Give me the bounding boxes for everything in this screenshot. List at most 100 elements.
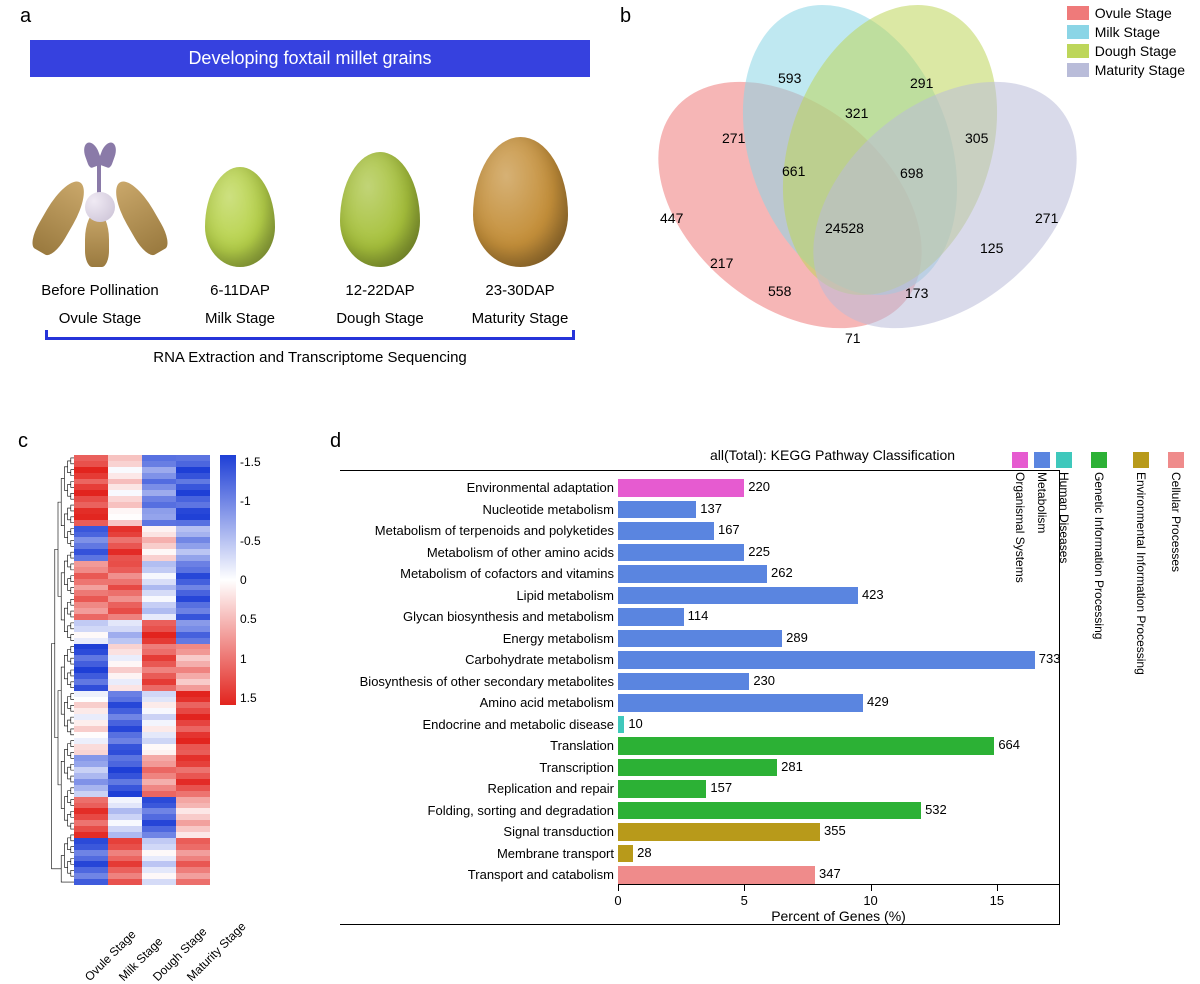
- dap-1: 6-11DAP: [170, 279, 310, 303]
- venn-legend-item: Maturity Stage: [1067, 62, 1185, 78]
- kegg-bar-row: Metabolism of terpenoids and polyketides…: [340, 520, 1059, 542]
- heatmap-xlabels: Ovule StageMilk StageDough StageMaturity…: [68, 946, 204, 960]
- kegg-bar-value: 10: [628, 716, 642, 731]
- venn-value: 173: [905, 285, 928, 301]
- kegg-bar-value: 137: [700, 501, 722, 516]
- kegg-ylabel: Energy metabolism: [340, 631, 618, 646]
- venn-value: 321: [845, 105, 868, 121]
- dap-3: 23-30DAP: [450, 279, 590, 303]
- colorbar-tick: -0.5: [240, 534, 261, 548]
- kegg-bar: [618, 630, 782, 648]
- kegg-bar: [618, 716, 624, 734]
- kegg-bar-value: 423: [862, 587, 884, 602]
- kegg-xtick-label: 10: [863, 893, 877, 908]
- kegg-ylabel: Lipid metabolism: [340, 588, 618, 603]
- panel-d: d all(Total): KEGG Pathway Classificatio…: [330, 430, 1190, 950]
- venn-value: 271: [1035, 210, 1058, 226]
- kegg-ylabel: Membrane transport: [340, 846, 618, 861]
- dough-seed-image: [340, 152, 420, 267]
- kegg-bar-value: 429: [867, 694, 889, 709]
- kegg-legend-item: Organismal Systems: [1006, 452, 1034, 675]
- kegg-legend-item: Genetic Information Processing: [1078, 452, 1120, 675]
- kegg-bar-value: 157: [710, 780, 732, 795]
- kegg-bar-value: 230: [753, 673, 775, 688]
- panel-b: b Ovule StageMilk StageDough StageMaturi…: [620, 5, 1190, 405]
- ovule-flower-image: [45, 137, 155, 267]
- kegg-bar-row: Folding, sorting and degradation532: [340, 800, 1059, 822]
- kegg-xtick: [997, 885, 998, 891]
- heatmap: [74, 455, 210, 885]
- kegg-bar-row: Signal transduction355: [340, 821, 1059, 843]
- maturity-seed-image: [473, 137, 568, 267]
- venn-value: 661: [782, 163, 805, 179]
- stage-images-row: [30, 87, 590, 267]
- kegg-bar: [618, 845, 633, 863]
- kegg-xtick-label: 15: [990, 893, 1004, 908]
- bracket-label: RNA Extraction and Transcriptome Sequenc…: [30, 346, 590, 370]
- kegg-bar-row: Biosynthesis of other secondary metaboli…: [340, 671, 1059, 693]
- kegg-bar-value: 664: [998, 737, 1020, 752]
- kegg-xtick: [871, 885, 872, 891]
- kegg-ylabel: Replication and repair: [340, 781, 618, 796]
- stage-name-0: Ovule Stage: [30, 307, 170, 331]
- kegg-title: all(Total): KEGG Pathway Classification: [710, 447, 955, 463]
- panel-c: c -1.5-1-0.500.511.5 Ovule StageMilk Sta…: [18, 430, 318, 950]
- kegg-bar-value: 114: [688, 608, 709, 623]
- panel-a-label: a: [20, 5, 31, 28]
- heatmap-xlabel: Milk Stage: [116, 950, 150, 984]
- stage-labels: Before Pollination 6-11DAP 12-22DAP 23-3…: [30, 279, 590, 370]
- heatmap-xlabel: Ovule Stage: [82, 950, 116, 984]
- kegg-bar-row: Metabolism of other amino acids225: [340, 542, 1059, 564]
- kegg-ylabel: Carbohydrate metabolism: [340, 652, 618, 667]
- venn-value: 558: [768, 283, 791, 299]
- kegg-ylabel: Amino acid metabolism: [340, 695, 618, 710]
- kegg-bars: Environmental adaptation220Nucleotide me…: [340, 471, 1059, 886]
- kegg-bar: [618, 823, 820, 841]
- venn-value: 593: [778, 70, 801, 86]
- kegg-ylabel: Transport and catabolism: [340, 867, 618, 882]
- kegg-bar-row: Lipid metabolism 423: [340, 585, 1059, 607]
- kegg-bar-row: Glycan biosynthesis and metabolism114: [340, 606, 1059, 628]
- kegg-bar: [618, 501, 696, 519]
- kegg-ylabel: Metabolism of cofactors and vitamins: [340, 566, 618, 581]
- kegg-bar-value: 347: [819, 866, 841, 881]
- kegg-bar: [618, 565, 767, 583]
- kegg-bar-row: Endocrine and metabolic disease 10: [340, 714, 1059, 736]
- kegg-bar-row: Energy metabolism 289: [340, 628, 1059, 650]
- kegg-bar: [618, 673, 749, 691]
- venn-value: 217: [710, 255, 733, 271]
- kegg-bar: [618, 737, 994, 755]
- kegg-bar: [618, 479, 744, 497]
- kegg-bar: [618, 780, 706, 798]
- kegg-bar-value: 167: [718, 522, 740, 537]
- kegg-bar-value: 289: [786, 630, 808, 645]
- kegg-ylabel: Endocrine and metabolic disease: [340, 717, 618, 732]
- kegg-legend-item: Metabolism: [1034, 452, 1050, 675]
- kegg-bar: [618, 651, 1035, 669]
- venn-diagram: 4475932912712713213056616982171255581737…: [630, 25, 1060, 375]
- venn-legend-item: Milk Stage: [1067, 24, 1185, 40]
- dendrogram: [18, 455, 74, 885]
- heatmap-column: [108, 455, 142, 885]
- colorbar-tick: 0: [240, 573, 261, 587]
- panel-d-label: d: [330, 430, 341, 453]
- kegg-ylabel: Metabolism of terpenoids and polyketides: [340, 523, 618, 538]
- heatmap-xlabel: Maturity Stage: [184, 950, 218, 984]
- kegg-bar-row: Translation664: [340, 735, 1059, 757]
- kegg-bar-row: Carbohydrate metabolism733: [340, 649, 1059, 671]
- kegg-ylabel: Metabolism of other amino acids: [340, 545, 618, 560]
- colorbar-tick: 1: [240, 652, 261, 666]
- kegg-bar-row: Environmental adaptation220: [340, 477, 1059, 499]
- heatmap-xlabel: Dough Stage: [150, 950, 184, 984]
- venn-value: 24528: [825, 220, 864, 236]
- kegg-bar: [618, 522, 714, 540]
- kegg-chart: Environmental adaptation220Nucleotide me…: [340, 470, 1060, 925]
- kegg-bar: [618, 759, 777, 777]
- venn-legend: Ovule StageMilk StageDough StageMaturity…: [1067, 5, 1185, 81]
- kegg-xtick: [618, 885, 619, 891]
- kegg-bar-row: Transcription281: [340, 757, 1059, 779]
- colorbar-tick: 1.5: [240, 691, 261, 705]
- kegg-xtick-label: 5: [741, 893, 748, 908]
- colorbar-tick: 0.5: [240, 612, 261, 626]
- kegg-legend-item: Cellular Processes: [1162, 452, 1190, 675]
